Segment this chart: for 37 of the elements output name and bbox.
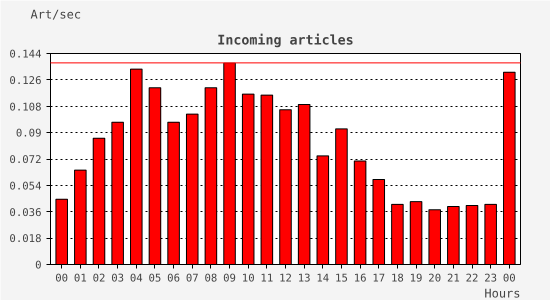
y-tick-label: 0: [35, 258, 42, 272]
x-tick-label: 06: [167, 272, 180, 284]
y-tick-label: 0.108: [9, 100, 42, 114]
x-tick-label: 19: [410, 272, 422, 284]
y-tick-label: 0.144: [9, 48, 42, 60]
x-tick-label: 11: [260, 272, 274, 284]
x-tick-label: 15: [335, 272, 348, 284]
x-tick-label: 23: [484, 272, 498, 284]
x-tick-label: 00: [55, 272, 68, 284]
y-axis-title: Art/sec: [30, 8, 82, 22]
x-tick-label: 17: [372, 272, 386, 284]
x-tick-label: 08: [204, 272, 218, 284]
x-tick-label: 12: [279, 272, 292, 284]
x-tick-label: 01: [74, 272, 87, 284]
x-tick-label: 16: [354, 272, 367, 284]
x-tick-label: 20: [428, 272, 442, 284]
x-tick-label: 21: [446, 272, 460, 284]
y-tick-label: 0.09: [16, 126, 42, 140]
x-tick-label: 18: [390, 272, 404, 284]
x-tick-label: 04: [130, 272, 143, 284]
y-tick-label: 0.126: [9, 74, 42, 87]
x-tick-label: 05: [148, 272, 162, 284]
x-tick-label: 02: [92, 272, 106, 284]
y-tick-label: 0.072: [9, 153, 42, 166]
y-tick-label: 0.018: [9, 232, 42, 246]
x-tick-label: 09: [223, 272, 236, 284]
x-tick-label: 10: [242, 272, 255, 284]
x-tick-label: 13: [298, 272, 311, 284]
y-tick-label: 0.036: [9, 206, 42, 219]
x-tick-label: 03: [111, 272, 124, 284]
x-axis-title: Hours: [484, 286, 520, 300]
chart-title: Incoming articles: [217, 34, 354, 48]
x-tick-label: 22: [466, 272, 478, 284]
x-tick-label: 00: [502, 272, 516, 284]
y-tick-label: 0.054: [9, 179, 42, 192]
x-tick-label: 07: [186, 272, 199, 284]
x-tick-label: 14: [316, 272, 330, 284]
